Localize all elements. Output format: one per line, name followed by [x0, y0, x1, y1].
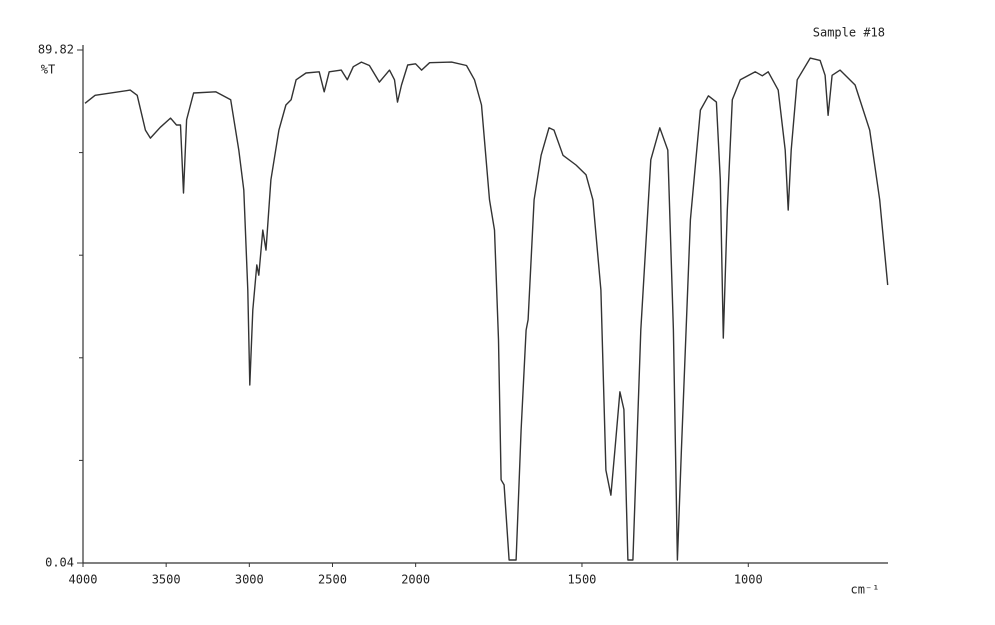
x-tick-label: 4000 — [69, 573, 98, 587]
spectrum-line — [84, 57, 889, 561]
chart-title: Sample #18 — [813, 26, 885, 40]
x-tick-label: 2000 — [401, 573, 430, 587]
x-tick-label: 1500 — [568, 573, 597, 587]
y-tick-label: 89.82 — [38, 43, 74, 57]
y-tick-label: 0.04 — [45, 556, 74, 570]
x-tick-label: 3500 — [152, 573, 181, 587]
y-axis-label: %T — [41, 63, 55, 77]
x-tick-label: 2500 — [318, 573, 347, 587]
x-axis-label: cm⁻¹ — [851, 583, 880, 597]
x-tick-label: 3000 — [235, 573, 264, 587]
x-tick-label: 1000 — [734, 573, 763, 587]
